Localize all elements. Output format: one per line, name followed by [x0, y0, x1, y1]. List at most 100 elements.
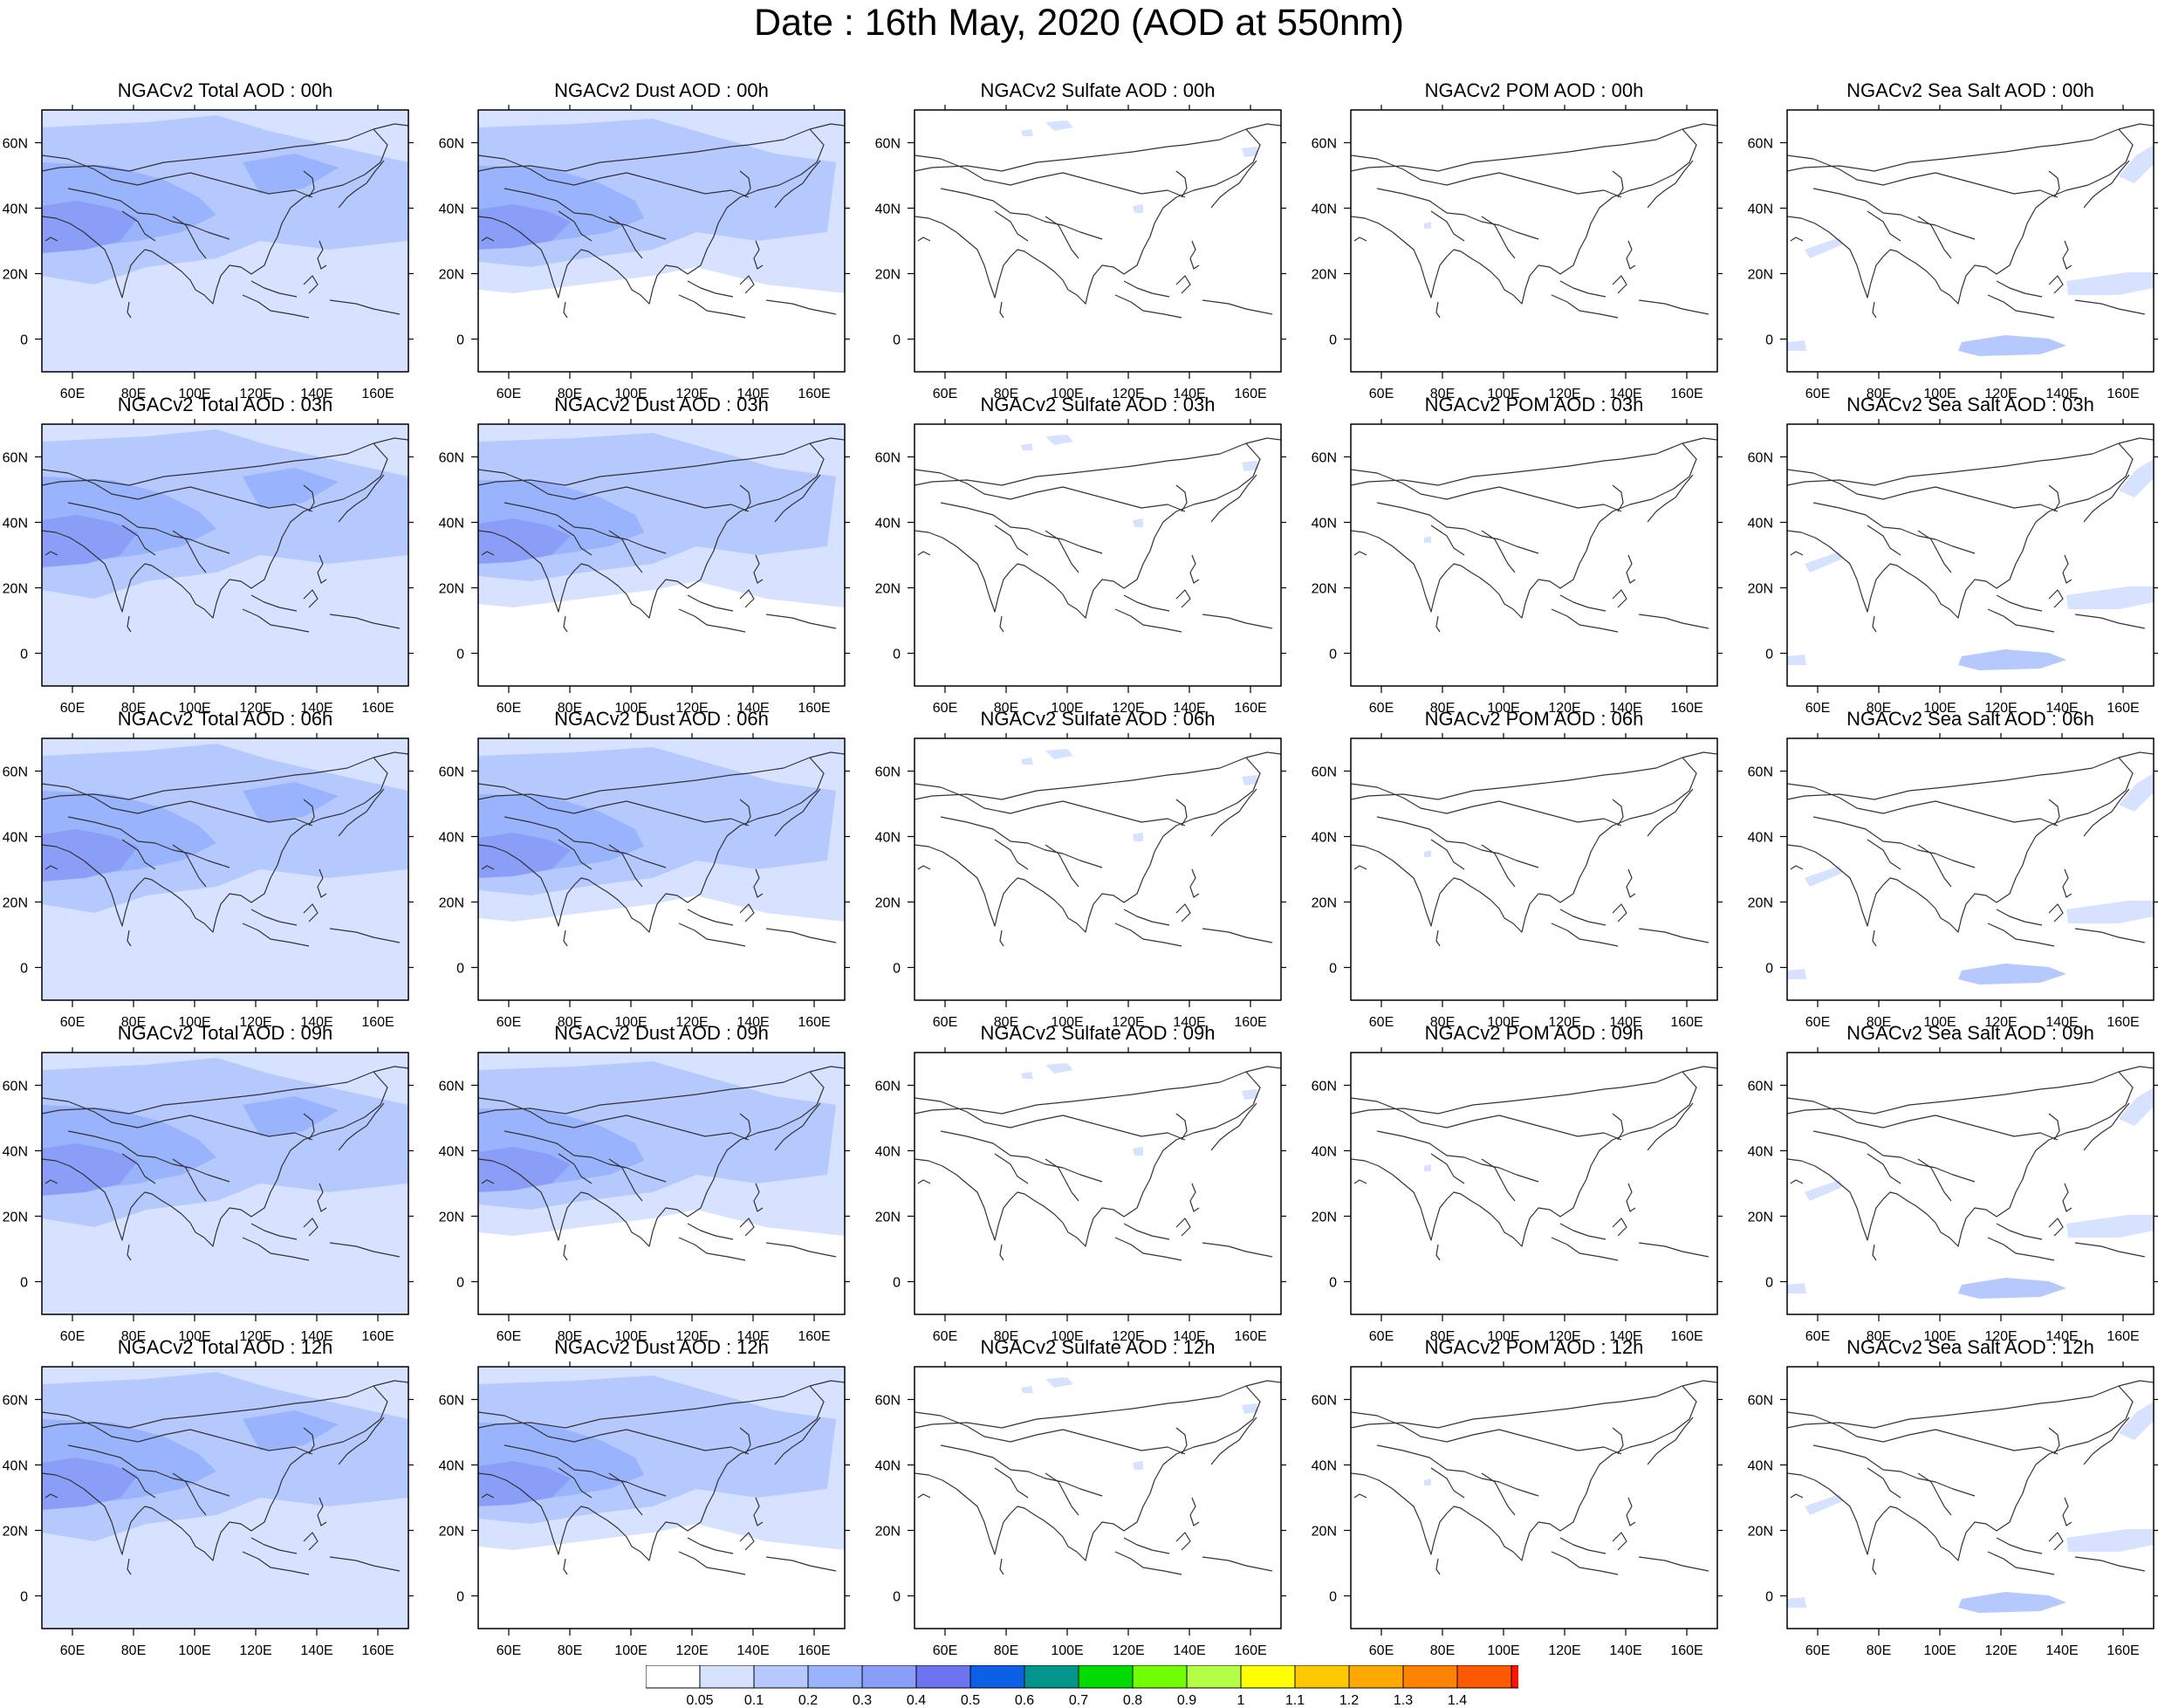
plot-frame	[41, 109, 409, 373]
coastline	[1626, 240, 1636, 270]
lon-tick-label: 120E	[675, 1329, 708, 1344]
lon-tick-label: 100E	[178, 387, 210, 401]
coastline	[172, 530, 207, 573]
coastline	[1376, 816, 1539, 868]
plot-frame	[914, 737, 1282, 1001]
aod-field	[1787, 1597, 1806, 1608]
colorbar-label: 0.9	[1177, 1693, 1196, 1705]
aod-field	[243, 782, 339, 822]
lat-tick-label: 40N	[875, 202, 901, 217]
coastline	[481, 551, 495, 556]
lon-tick-label: 160E	[1234, 1643, 1266, 1658]
map-plot: 60E 80E 100E 120E 140E 160E 60N 40N 20N 0	[3, 1047, 414, 1344]
panel-title: NGACv2 Dust AOD : 03h	[554, 394, 769, 415]
coastline	[1175, 484, 1188, 512]
coastline	[1430, 1153, 1465, 1184]
lat-tick-label: 0	[20, 1276, 28, 1291]
lat-tick-label: 60N	[875, 1394, 901, 1409]
coastline	[1175, 589, 1191, 608]
coastline	[1376, 502, 1539, 554]
coastline	[678, 294, 746, 319]
lon-tick-label: 100E	[178, 1329, 210, 1344]
coastline	[2074, 1556, 2146, 1572]
coastline	[1790, 865, 1804, 870]
coastline	[802, 1102, 821, 1127]
coastline	[1612, 1427, 1624, 1455]
coastline	[1675, 1416, 1694, 1441]
lat-tick-label: 0	[20, 962, 28, 977]
plot-background	[1787, 738, 2154, 1000]
coastline	[2074, 928, 2146, 943]
aod-field	[42, 744, 408, 913]
coastline	[1353, 1493, 1367, 1499]
coastline	[1351, 154, 1622, 198]
lon-tick-label: 100E	[1923, 387, 1956, 401]
coastline	[1917, 1158, 1952, 1202]
colorbar-label: 0.4	[907, 1693, 926, 1705]
coastline	[481, 1493, 495, 1499]
panel-title: NGACv2 Total AOD : 00h	[117, 79, 333, 101]
lon-tick-label: 160E	[2107, 387, 2139, 401]
lon-tick-label: 120E	[675, 701, 708, 716]
map-plot: 60E 80E 100E 120E 140E 160E 60N 40N 20N 0	[1748, 733, 2158, 1030]
coastline	[478, 442, 825, 619]
lon-tick-label: 60E	[933, 1015, 957, 1030]
panel-title: NGACv2 Sea Salt AOD : 12h	[1846, 1336, 2094, 1358]
map-panel-total: NGACv2 Total AOD : 03h 60E 80E 100E 120E 140E…	[3, 394, 414, 716]
coastline	[250, 909, 298, 926]
coastline	[2111, 160, 2130, 184]
coastline	[504, 1444, 667, 1497]
coastline	[1551, 294, 1619, 319]
plot-frame	[41, 1052, 409, 1315]
aod-field	[1021, 1386, 1033, 1393]
coastline	[2048, 589, 2064, 608]
coastline	[1238, 1416, 1257, 1441]
colorbar-label: 0.05	[686, 1693, 713, 1705]
coastline	[478, 1380, 845, 1429]
lon-tick-label: 100E	[1923, 1643, 1956, 1658]
colorbar-box	[1186, 1665, 1242, 1689]
map-panel-total: NGACv2 Total AOD : 09h 60E 80E 100E 120E 140E…	[3, 1022, 414, 1344]
coastline	[1189, 1183, 1200, 1212]
coastline	[1351, 1385, 1697, 1561]
aod-field	[243, 1410, 339, 1451]
coastline	[338, 1125, 367, 1151]
coastline	[765, 1556, 837, 1572]
aod-field	[1805, 1494, 1843, 1515]
map-plot: 60E 80E 100E 120E 140E 160E 60N 40N 20N 0	[875, 419, 1286, 716]
lon-tick-label: 100E	[614, 701, 647, 716]
coastline	[1612, 589, 1627, 608]
lat-tick-label: 20N	[1312, 268, 1337, 283]
coastline	[329, 1242, 401, 1258]
lon-tick-label: 140E	[1173, 701, 1205, 716]
map-plot: 60E 80E 100E 120E 140E 160E 60N 40N 20N 0	[1748, 1047, 2158, 1344]
plot-frame	[914, 1052, 1282, 1315]
coastline	[1189, 868, 1200, 898]
lon-tick-label: 160E	[798, 1643, 830, 1658]
coastline	[999, 301, 1004, 319]
coastline	[1987, 294, 2055, 319]
aod-field	[478, 204, 571, 250]
lat-tick-label: 40N	[3, 1459, 28, 1474]
lat-tick-label: 60N	[1748, 1394, 1773, 1409]
lon-tick-label: 80E	[558, 387, 582, 401]
map-panel-seasalt: NGACv2 Sea Salt AOD : 09h 60E 80E 100E 120E 1…	[1748, 1022, 2158, 1344]
aod-field	[1045, 435, 1073, 445]
lon-tick-label: 80E	[1867, 701, 1891, 716]
lat-tick-label: 60N	[439, 137, 464, 152]
coastline	[1612, 903, 1627, 923]
coastline	[774, 1439, 804, 1465]
coastline	[242, 1237, 310, 1261]
coastline	[172, 1158, 207, 1202]
map-plot: 60E 80E 100E 120E 140E 160E 60N 40N 20N 0	[439, 733, 850, 1030]
coastline	[1551, 923, 1619, 947]
coastline	[172, 1472, 207, 1516]
lat-tick-label: 0	[1329, 962, 1337, 977]
lon-tick-label: 120E	[1984, 387, 2017, 401]
lon-tick-label: 80E	[121, 1329, 146, 1344]
lon-tick-label: 60E	[497, 701, 521, 716]
aod-field	[1021, 758, 1033, 765]
coastline	[802, 1416, 821, 1441]
map-plot: 60E 80E 100E 120E 140E 160E 60N 40N 20N 0	[875, 1362, 1286, 1658]
aod-field	[1133, 518, 1143, 527]
